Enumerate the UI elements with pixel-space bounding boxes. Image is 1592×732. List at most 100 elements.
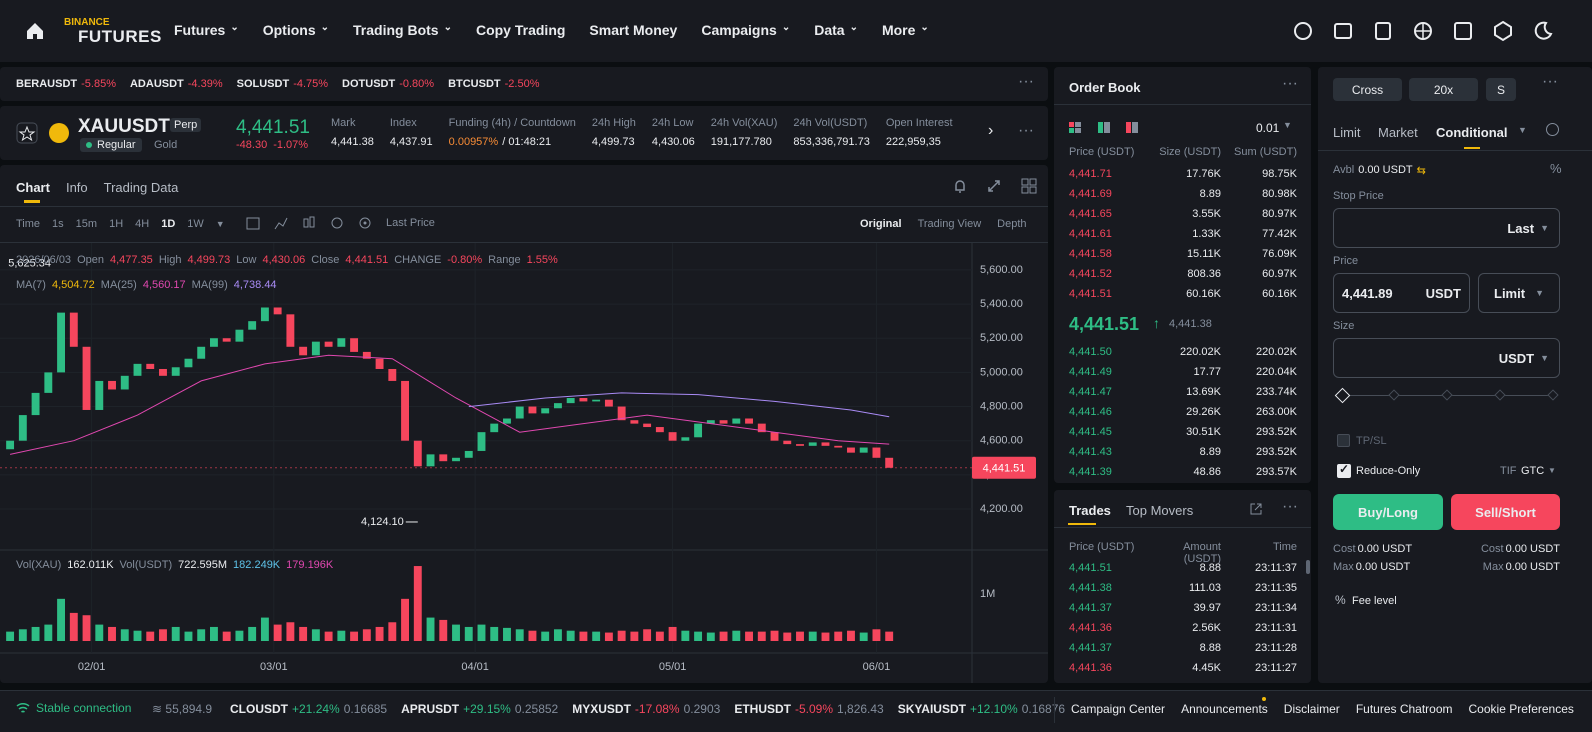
nav-label: Data [814, 22, 845, 38]
more-icon[interactable]: ··· [1282, 75, 1298, 92]
button[interactable]: 20x [1409, 78, 1478, 101]
icon[interactable] [1452, 20, 1474, 42]
icon[interactable] [330, 216, 344, 230]
button[interactable]: Sell/Short [1451, 494, 1560, 530]
icon[interactable] [1532, 20, 1554, 42]
ohlc-legend-part: Low [236, 254, 256, 266]
icon[interactable] [1372, 20, 1394, 42]
candle-body [44, 372, 53, 393]
interval[interactable]: Time [16, 218, 41, 230]
view[interactable]: Depth [997, 218, 1027, 230]
stat: Funding (4h) / Countdown 0.00957%/ 01:48:… [449, 117, 576, 148]
volume-bar [452, 624, 460, 641]
popout[interactable] [1249, 502, 1263, 516]
volume-bar [719, 631, 728, 641]
candle-body [821, 442, 830, 446]
input[interactable]: 4,441.89 USDT [1333, 273, 1470, 313]
price-tag-label: 4,441.51 [983, 463, 1026, 475]
nav-item[interactable]: Options ⌄ [263, 22, 329, 39]
scroll-right[interactable]: › [988, 122, 994, 139]
interval[interactable]: 1W [187, 218, 204, 230]
bid-row-cell: 220.02K [1256, 346, 1297, 358]
interval[interactable]: 15m [75, 218, 98, 230]
tab[interactable]: Chart [16, 180, 50, 195]
more-icon[interactable]: ··· [1018, 73, 1034, 90]
tab[interactable]: Conditional [1436, 125, 1508, 140]
ohlc-legend: 2026/06/03 Open 4,477.35 High 4,499.73 Low 4,4… [16, 254, 558, 266]
interval[interactable]: 1H [109, 218, 124, 230]
more-icon[interactable]: ··· [1018, 122, 1034, 139]
candle-body [770, 432, 779, 441]
nav-item[interactable]: Smart Money [589, 22, 677, 38]
link[interactable]: Cookie Preferences [1468, 702, 1574, 716]
vol-tick-label: 1M [980, 588, 995, 600]
stat-label: Mark [331, 117, 356, 129]
nav-item[interactable]: Campaigns ⌄ [701, 22, 790, 39]
link[interactable]: Announcements [1181, 702, 1268, 716]
nav-item[interactable]: More ⌄ [882, 22, 929, 39]
tab[interactable]: Limit [1333, 125, 1361, 140]
summary-value: 0.00 USDT [1355, 561, 1411, 573]
more-icon[interactable]: ··· [1282, 498, 1298, 515]
tab[interactable]: Trades [1069, 503, 1111, 518]
interval-menu[interactable]: ▼ [215, 219, 225, 229]
icon[interactable] [1020, 177, 1038, 195]
ticker-change: -4.39% [187, 78, 223, 90]
link[interactable]: Futures Chatroom [1355, 702, 1453, 716]
button[interactable]: Cross [1333, 78, 1402, 101]
icon[interactable] [1332, 20, 1354, 42]
interval[interactable]: 1s [52, 218, 64, 230]
button[interactable]: S [1486, 78, 1516, 101]
tab[interactable]: Top Movers [1126, 503, 1194, 518]
link[interactable]: Campaign Center [1071, 702, 1166, 716]
trade-row-cell: 4,441.37 [1069, 642, 1112, 654]
tab-menu[interactable]: ▼ [1518, 125, 1527, 135]
icon[interactable] [302, 216, 316, 230]
icon[interactable] [952, 178, 968, 194]
nav-item[interactable]: Data ⌄ [814, 21, 858, 39]
summary: Max 0.00 USDT [1483, 561, 1560, 573]
ohlc-legend-part: 4,430.06 [262, 254, 305, 266]
icon[interactable] [274, 216, 288, 230]
link[interactable]: Disclaimer [1283, 702, 1340, 716]
change-pct: -1.07% [273, 139, 309, 151]
volume-bar [757, 631, 766, 641]
tab[interactable]: Info [65, 180, 88, 195]
tab[interactable]: Market [1378, 125, 1418, 140]
input[interactable]: Limit ▼ [1478, 273, 1560, 313]
icon[interactable] [358, 216, 372, 230]
favorite[interactable] [16, 122, 38, 144]
icon[interactable] [1412, 20, 1434, 42]
nav-item[interactable]: Copy Trading [476, 22, 565, 38]
icon[interactable] [246, 216, 260, 230]
layout-icons[interactable] [1069, 122, 1139, 134]
icon[interactable] [1292, 20, 1314, 42]
bid-row-cell: 4,441.43 [1069, 446, 1112, 458]
view[interactable]: Trading View [917, 218, 982, 230]
ask-row-cell: 60.97K [1262, 268, 1297, 280]
input[interactable]: USDT ▼ [1333, 338, 1560, 378]
ticker: DOTUSDT -0.80% [342, 78, 434, 90]
tab-indicator[interactable] [1464, 147, 1480, 149]
input[interactable]: Last ▼ [1333, 208, 1560, 248]
icon[interactable] [1492, 20, 1514, 42]
price-type[interactable]: Last Price [386, 217, 435, 229]
footer-links: Campaign Center Announcements Disclaimer Fu… [1071, 702, 1574, 716]
nav-item[interactable]: Trading Bots ⌄ [353, 22, 452, 39]
ticker-change: -4.75% [293, 78, 329, 90]
ohlc-legend-part: CHANGE [394, 254, 441, 266]
ask-row: 4,441.58 15.11K 76.09K [1069, 248, 1297, 260]
nav-item[interactable]: Futures ⌄ [174, 22, 239, 39]
button[interactable]: Buy/Long [1333, 494, 1443, 530]
interval[interactable]: 4H [135, 218, 150, 230]
icon[interactable] [986, 178, 1002, 194]
view[interactable]: Original [860, 218, 902, 230]
tab[interactable]: Trading Data [103, 180, 179, 195]
chevron: ⌄ [849, 21, 858, 33]
vol-legend-part: 179.196K [286, 559, 334, 571]
vol-legend-part: Vol(USDT) [120, 559, 173, 571]
tick-size[interactable]: 0.01 [1256, 121, 1280, 135]
footer: Stable connection ≋ 55,894.9 CLOUSDT +21.… [0, 690, 1592, 732]
interval[interactable]: 1D [161, 218, 176, 230]
home-icon[interactable] [25, 21, 45, 41]
